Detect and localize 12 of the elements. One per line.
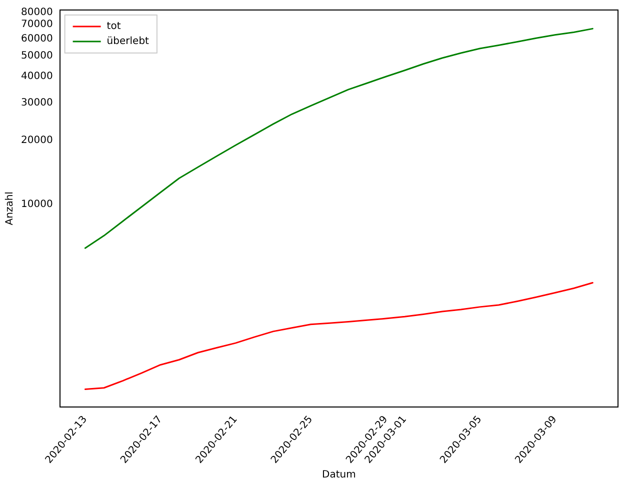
x-axis-title: Datum <box>322 470 356 481</box>
y-tick-label: 50000 <box>21 50 53 62</box>
legend-label: überlebt <box>106 36 150 48</box>
legend-label: tot <box>106 21 121 32</box>
y-tick-label: 40000 <box>21 71 53 82</box>
y-tick-label: 30000 <box>21 98 53 109</box>
y-tick-label: 20000 <box>21 135 53 146</box>
y-axis-title: Anzahl <box>4 192 16 226</box>
y-tick-label: 80000 <box>21 6 53 18</box>
y-tick-label: 10000 <box>21 199 53 210</box>
y-tick-label: 70000 <box>21 19 53 30</box>
y-tick-label: 60000 <box>21 33 53 44</box>
